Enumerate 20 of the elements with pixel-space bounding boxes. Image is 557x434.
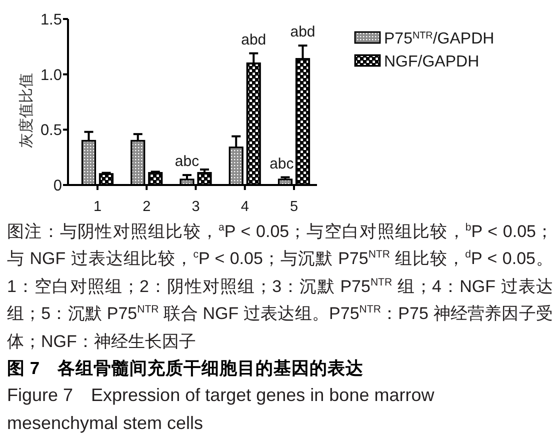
text: Figure 7 Expression of target genes in bone marrow mesenchymal stem cells — [7, 384, 436, 434]
data-label: abd — [290, 24, 316, 41]
x-tick-label: 2 — [142, 199, 151, 215]
x-tick-label: 5 — [290, 199, 298, 215]
data-label: abc — [174, 153, 200, 170]
y-tick-label: 0.5 — [40, 122, 62, 140]
x-tick-label: 4 — [240, 199, 249, 215]
legend-label: P75$^{NTR}$/GAPDH — [384, 30, 494, 48]
text: 图注：与阴性对照组比较，$^{a}$P < 0.05；与空白对照组比较，$^{b}$P < 0.05；与 NGF 过表达组比较，$^{c}$P < 0.05；与沉默 P75$^{NTR}$ 组比较，$^{d}$P < 0.05。 — [7, 221, 553, 268]
y-axis-title: 灰度值比值 — [18, 72, 35, 148]
data-label: abc — [270, 155, 294, 172]
data-label: abd — [241, 31, 266, 48]
text: 1：空白对照组；2：阴性对照组；3：沉默 P75$^{NTR}$ 组；4：NGF 过表达组；5：沉默 P75$^{NTR}$ 联合 NGF 过表达组。P75$^{NTR}$：P75 神经营养因子受体；NGF：神经生长因子 — [7, 276, 553, 351]
y-tick-label: 1.5 — [40, 12, 62, 28]
legend-label: NGF/GAPDH — [384, 54, 480, 70]
y-tick-label: 0 — [53, 178, 62, 194]
text: 图 7 各组骨髓间充质干细胞目的基因的表达 — [7, 357, 365, 380]
x-tick-label: 1 — [93, 199, 102, 215]
x-tick-label: 3 — [192, 199, 200, 215]
y-tick-label: 1.0 — [40, 66, 62, 84]
